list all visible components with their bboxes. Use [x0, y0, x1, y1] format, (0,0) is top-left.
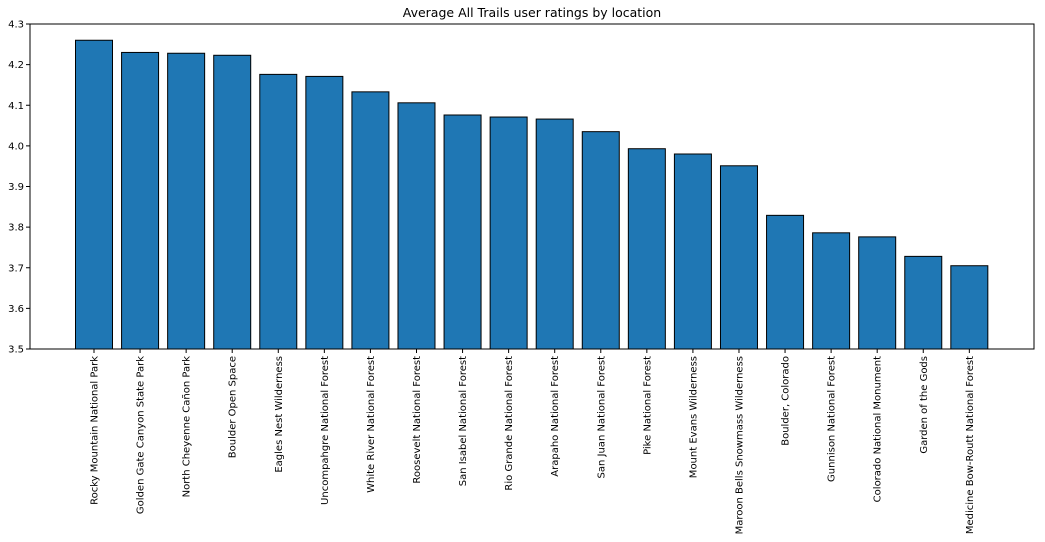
x-tick-label: Pike National Forest — [642, 356, 653, 455]
x-tick-label: Boulder, Colorado — [781, 356, 792, 446]
x-tick-label: Boulder Open Space — [228, 356, 239, 458]
y-tick-label: 3.8 — [8, 223, 24, 234]
x-tick-label: Medicine Bow-Routt National Forest — [965, 356, 976, 534]
x-tick-label: San Isabel National Forest — [458, 356, 469, 486]
x-tick-label: Colorado National Monument — [873, 356, 884, 502]
bar — [766, 214, 805, 350]
bar — [75, 39, 113, 350]
bar — [443, 114, 482, 350]
bar — [351, 91, 390, 350]
x-tick-label: Mount Evans Wilderness — [688, 356, 699, 478]
x-tick-label: Roosevelt National Forest — [412, 356, 423, 484]
y-tick-label: 4.1 — [8, 101, 24, 112]
x-tick-label: Gunnison National Forest — [827, 356, 838, 482]
x-tick-label: Rocky Mountain National Park — [90, 356, 101, 505]
x-tick-label: San Juan National Forest — [596, 356, 607, 479]
x-tick-label: White River National Forest — [366, 356, 377, 493]
y-tick-label: 4.0 — [8, 141, 24, 152]
bar — [167, 52, 206, 350]
bar — [581, 131, 620, 350]
bars-group — [75, 39, 989, 350]
x-tick-label: Garden of the Gods — [919, 356, 930, 454]
chart-title: Average All Trails user ratings by locat… — [403, 5, 661, 20]
x-axis: Rocky Mountain National Park Golden Gate … — [90, 349, 976, 534]
bar — [673, 153, 712, 350]
bar — [259, 73, 298, 350]
bar — [627, 148, 666, 350]
y-tick-label: 4.3 — [8, 20, 24, 31]
bar — [904, 255, 943, 350]
bar — [213, 54, 252, 350]
y-axis: 3.5 3.6 3.7 3.8 3.9 4.0 4.1 4.2 4.3 — [8, 20, 30, 356]
bar — [812, 232, 851, 350]
x-tick-label: Maroon Bells Snowmass Wilderness — [734, 356, 745, 534]
y-tick-label: 4.2 — [8, 60, 24, 71]
x-tick-label: Arapaho National Forest — [550, 356, 561, 477]
bar — [397, 102, 436, 350]
x-tick-label: North Cheyenne Cañon Park — [182, 356, 193, 498]
bar — [858, 236, 897, 350]
x-tick-label: Eagles Nest Wilderness — [274, 356, 285, 473]
y-tick-label: 3.6 — [8, 304, 24, 315]
bar — [489, 116, 528, 350]
y-tick-label: 3.5 — [8, 345, 24, 356]
y-tick-label: 3.7 — [8, 263, 24, 274]
bar — [121, 51, 160, 350]
x-tick-label: Uncompahgre National Forest — [320, 356, 331, 505]
bar — [305, 75, 344, 350]
bar — [950, 265, 989, 350]
bar — [719, 165, 758, 350]
plot-frame — [29, 23, 1035, 350]
x-tick-label: Golden Gate Canyon State Park — [136, 356, 147, 514]
x-tick-label: Rio Grande National Forest — [504, 356, 515, 491]
bar — [535, 118, 574, 350]
y-tick-label: 3.9 — [8, 182, 24, 193]
